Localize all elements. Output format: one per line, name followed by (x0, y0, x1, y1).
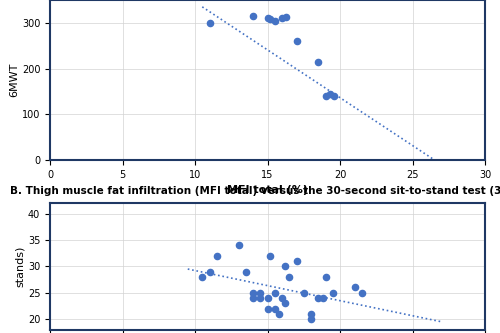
Point (278, 16, 286, 21)
Point (350, 285, 358, 290)
Y-axis label: 6MWT: 6MWT (9, 63, 19, 97)
Point (256, 290, 264, 295)
Point (249, 13, 257, 19)
Point (282, 15, 290, 20)
Point (264, 306, 272, 311)
Point (307, 311, 315, 316)
Point (206, 269, 214, 274)
Point (198, 274, 206, 280)
Point (278, 295, 286, 301)
Point (281, 301, 289, 306)
Point (266, 253, 274, 258)
Point (292, 38, 300, 44)
Point (300, 290, 308, 295)
X-axis label: MFI total (%): MFI total (%) (227, 185, 308, 195)
Point (271, 306, 279, 311)
Point (234, 243, 242, 248)
Point (358, 290, 366, 295)
Point (249, 295, 257, 301)
Point (271, 18, 279, 23)
Point (213, 253, 221, 258)
Point (264, 16, 272, 21)
Text: B. Thigh muscle fat infiltration (MFI total) versus the 30-second sit-to-stand t: B. Thigh muscle fat infiltration (MFI to… (10, 186, 500, 196)
Point (266, 17, 274, 22)
Point (256, 295, 264, 301)
Point (318, 295, 326, 301)
Point (206, 20, 214, 26)
Point (292, 258, 300, 264)
Point (307, 316, 315, 322)
Point (314, 295, 322, 301)
Point (285, 274, 293, 280)
Point (271, 290, 279, 295)
Y-axis label: stands): stands) (15, 246, 25, 287)
Point (275, 311, 283, 316)
Point (329, 290, 337, 295)
Point (242, 269, 250, 274)
Point (281, 264, 289, 269)
Point (264, 295, 272, 301)
Point (322, 274, 330, 280)
Point (314, 59, 322, 64)
Point (326, 91, 334, 96)
Point (322, 93, 330, 99)
Point (249, 290, 257, 295)
Point (330, 93, 338, 99)
